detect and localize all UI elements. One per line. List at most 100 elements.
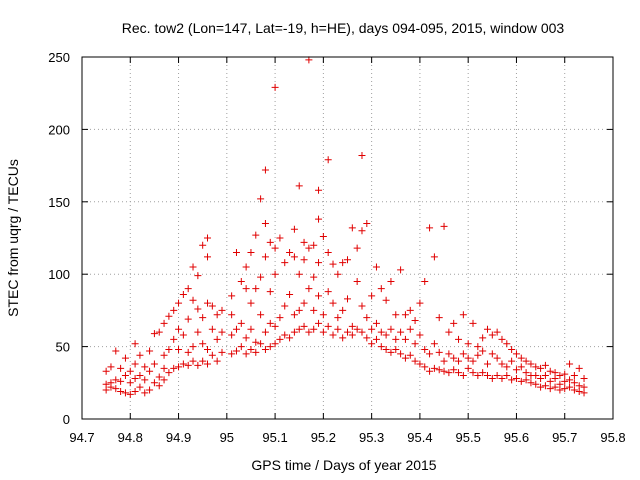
data-point bbox=[392, 345, 400, 353]
data-point bbox=[204, 299, 212, 307]
data-point bbox=[570, 386, 578, 394]
data-point bbox=[483, 325, 491, 333]
data-point bbox=[290, 225, 298, 233]
data-point bbox=[508, 345, 516, 353]
data-point bbox=[155, 373, 163, 381]
data-point bbox=[141, 389, 149, 397]
data-point bbox=[131, 360, 139, 368]
data-point bbox=[199, 357, 207, 365]
data-point bbox=[392, 311, 400, 319]
data-point bbox=[242, 350, 250, 358]
data-point bbox=[541, 382, 549, 390]
data-point bbox=[261, 253, 269, 261]
data-point bbox=[126, 367, 134, 375]
data-point bbox=[286, 334, 294, 342]
data-point bbox=[344, 295, 351, 303]
data-point bbox=[165, 312, 173, 320]
data-point bbox=[551, 383, 559, 391]
data-point bbox=[160, 364, 168, 372]
data-point bbox=[498, 374, 506, 382]
data-point bbox=[146, 386, 154, 394]
data-point bbox=[247, 299, 255, 307]
data-point bbox=[445, 350, 453, 358]
data-point bbox=[319, 328, 327, 336]
data-point bbox=[387, 277, 395, 285]
data-point bbox=[184, 285, 192, 293]
data-point bbox=[204, 253, 212, 261]
data-point bbox=[126, 390, 134, 398]
data-point bbox=[508, 376, 516, 384]
data-point bbox=[204, 360, 212, 368]
data-point bbox=[570, 379, 578, 387]
data-point bbox=[517, 354, 525, 362]
data-point bbox=[344, 328, 351, 336]
data-point bbox=[136, 383, 144, 391]
y-tick-label: 150 bbox=[48, 195, 70, 210]
data-point bbox=[247, 345, 255, 353]
plot-frame bbox=[81, 56, 614, 420]
data-point bbox=[184, 361, 192, 369]
data-point bbox=[382, 345, 390, 353]
data-point bbox=[566, 360, 574, 368]
data-point bbox=[271, 83, 279, 91]
data-point bbox=[189, 296, 197, 304]
data-point bbox=[353, 325, 361, 333]
data-point bbox=[242, 334, 250, 342]
data-point bbox=[290, 253, 298, 261]
data-point bbox=[257, 340, 265, 348]
data-point bbox=[368, 340, 376, 348]
data-point bbox=[541, 361, 549, 369]
data-point bbox=[483, 360, 491, 368]
y-tick-label: 200 bbox=[48, 122, 70, 137]
data-point bbox=[194, 305, 202, 313]
data-point bbox=[532, 372, 540, 380]
data-point bbox=[459, 372, 467, 380]
data-point bbox=[324, 156, 332, 164]
data-point bbox=[208, 351, 216, 359]
data-point bbox=[232, 347, 240, 355]
data-point bbox=[131, 340, 139, 348]
data-point bbox=[112, 376, 120, 384]
data-point bbox=[257, 311, 265, 319]
data-point bbox=[136, 372, 144, 380]
data-point bbox=[459, 350, 467, 358]
data-point bbox=[117, 387, 125, 395]
data-point bbox=[358, 151, 366, 159]
data-point bbox=[261, 166, 269, 174]
data-point bbox=[532, 363, 540, 371]
data-point bbox=[387, 348, 395, 356]
data-point bbox=[131, 374, 139, 382]
data-point bbox=[334, 270, 342, 278]
data-point bbox=[566, 376, 574, 384]
data-point bbox=[112, 347, 120, 355]
data-point bbox=[184, 348, 192, 356]
data-point bbox=[377, 328, 385, 336]
data-point bbox=[281, 302, 289, 310]
data-point bbox=[416, 360, 424, 368]
x-tick-label: 95.5 bbox=[456, 430, 481, 445]
data-point bbox=[464, 364, 472, 372]
data-point bbox=[401, 335, 409, 343]
data-point bbox=[421, 363, 429, 371]
data-point bbox=[295, 325, 303, 333]
data-point bbox=[146, 367, 154, 375]
data-point bbox=[261, 220, 269, 228]
data-point bbox=[208, 325, 216, 333]
data-point bbox=[315, 292, 323, 300]
data-point bbox=[310, 306, 318, 314]
data-point bbox=[295, 306, 303, 314]
data-point bbox=[300, 299, 308, 307]
data-point bbox=[300, 238, 308, 246]
data-point bbox=[175, 345, 183, 353]
data-point bbox=[310, 273, 318, 281]
data-point bbox=[334, 314, 342, 322]
data-point bbox=[194, 361, 202, 369]
data-point bbox=[310, 241, 318, 249]
data-point bbox=[527, 379, 535, 387]
data-point bbox=[257, 195, 265, 203]
data-point bbox=[464, 354, 472, 362]
data-point bbox=[348, 224, 356, 232]
data-point bbox=[175, 363, 183, 371]
data-point bbox=[377, 285, 385, 293]
data-point bbox=[508, 357, 516, 365]
